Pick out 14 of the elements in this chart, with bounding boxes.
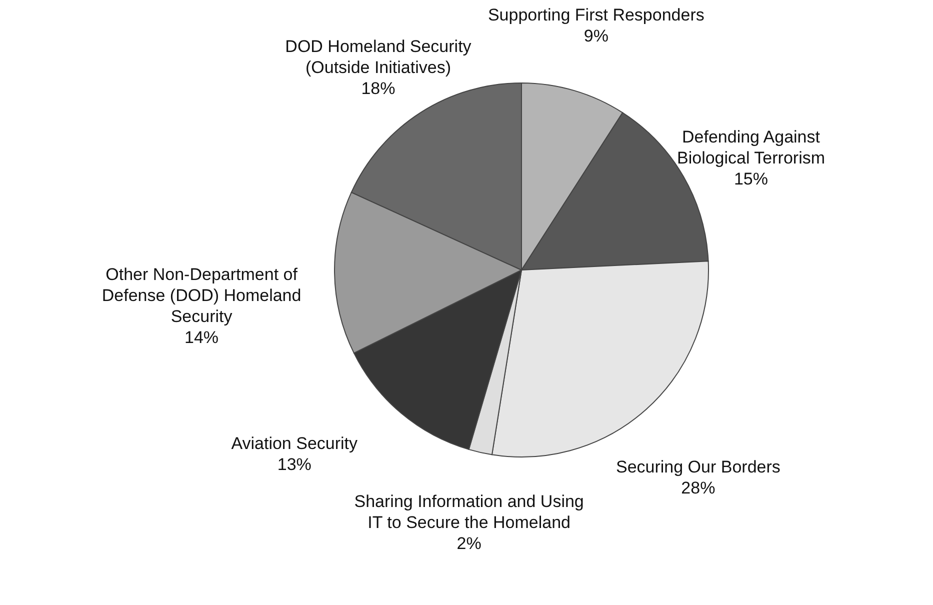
data-label: 28% (681, 478, 716, 498)
slice-label: DOD Homeland Security (Outside Initiatives) (285, 37, 472, 78)
data-label: 2% (456, 534, 482, 554)
data-label: 18% (361, 79, 396, 98)
slice-label: Aviation Security (231, 434, 358, 454)
data-label: 9% (584, 26, 608, 46)
data-label: 13% (277, 455, 312, 474)
slice-label: Supporting First Responders (488, 6, 704, 25)
data-label: 15% (734, 170, 768, 188)
slice-label: Sharing Information and Using IT to Secure the Homeland (354, 492, 584, 532)
data-label: 14% (184, 328, 219, 348)
slice-label: Other Non-Department of Defense (DOD) Homeland Security (102, 265, 302, 326)
slice-label: Defending Against Biological Terrorism (676, 128, 826, 168)
slice-label: Securing Our Borders (616, 457, 780, 476)
